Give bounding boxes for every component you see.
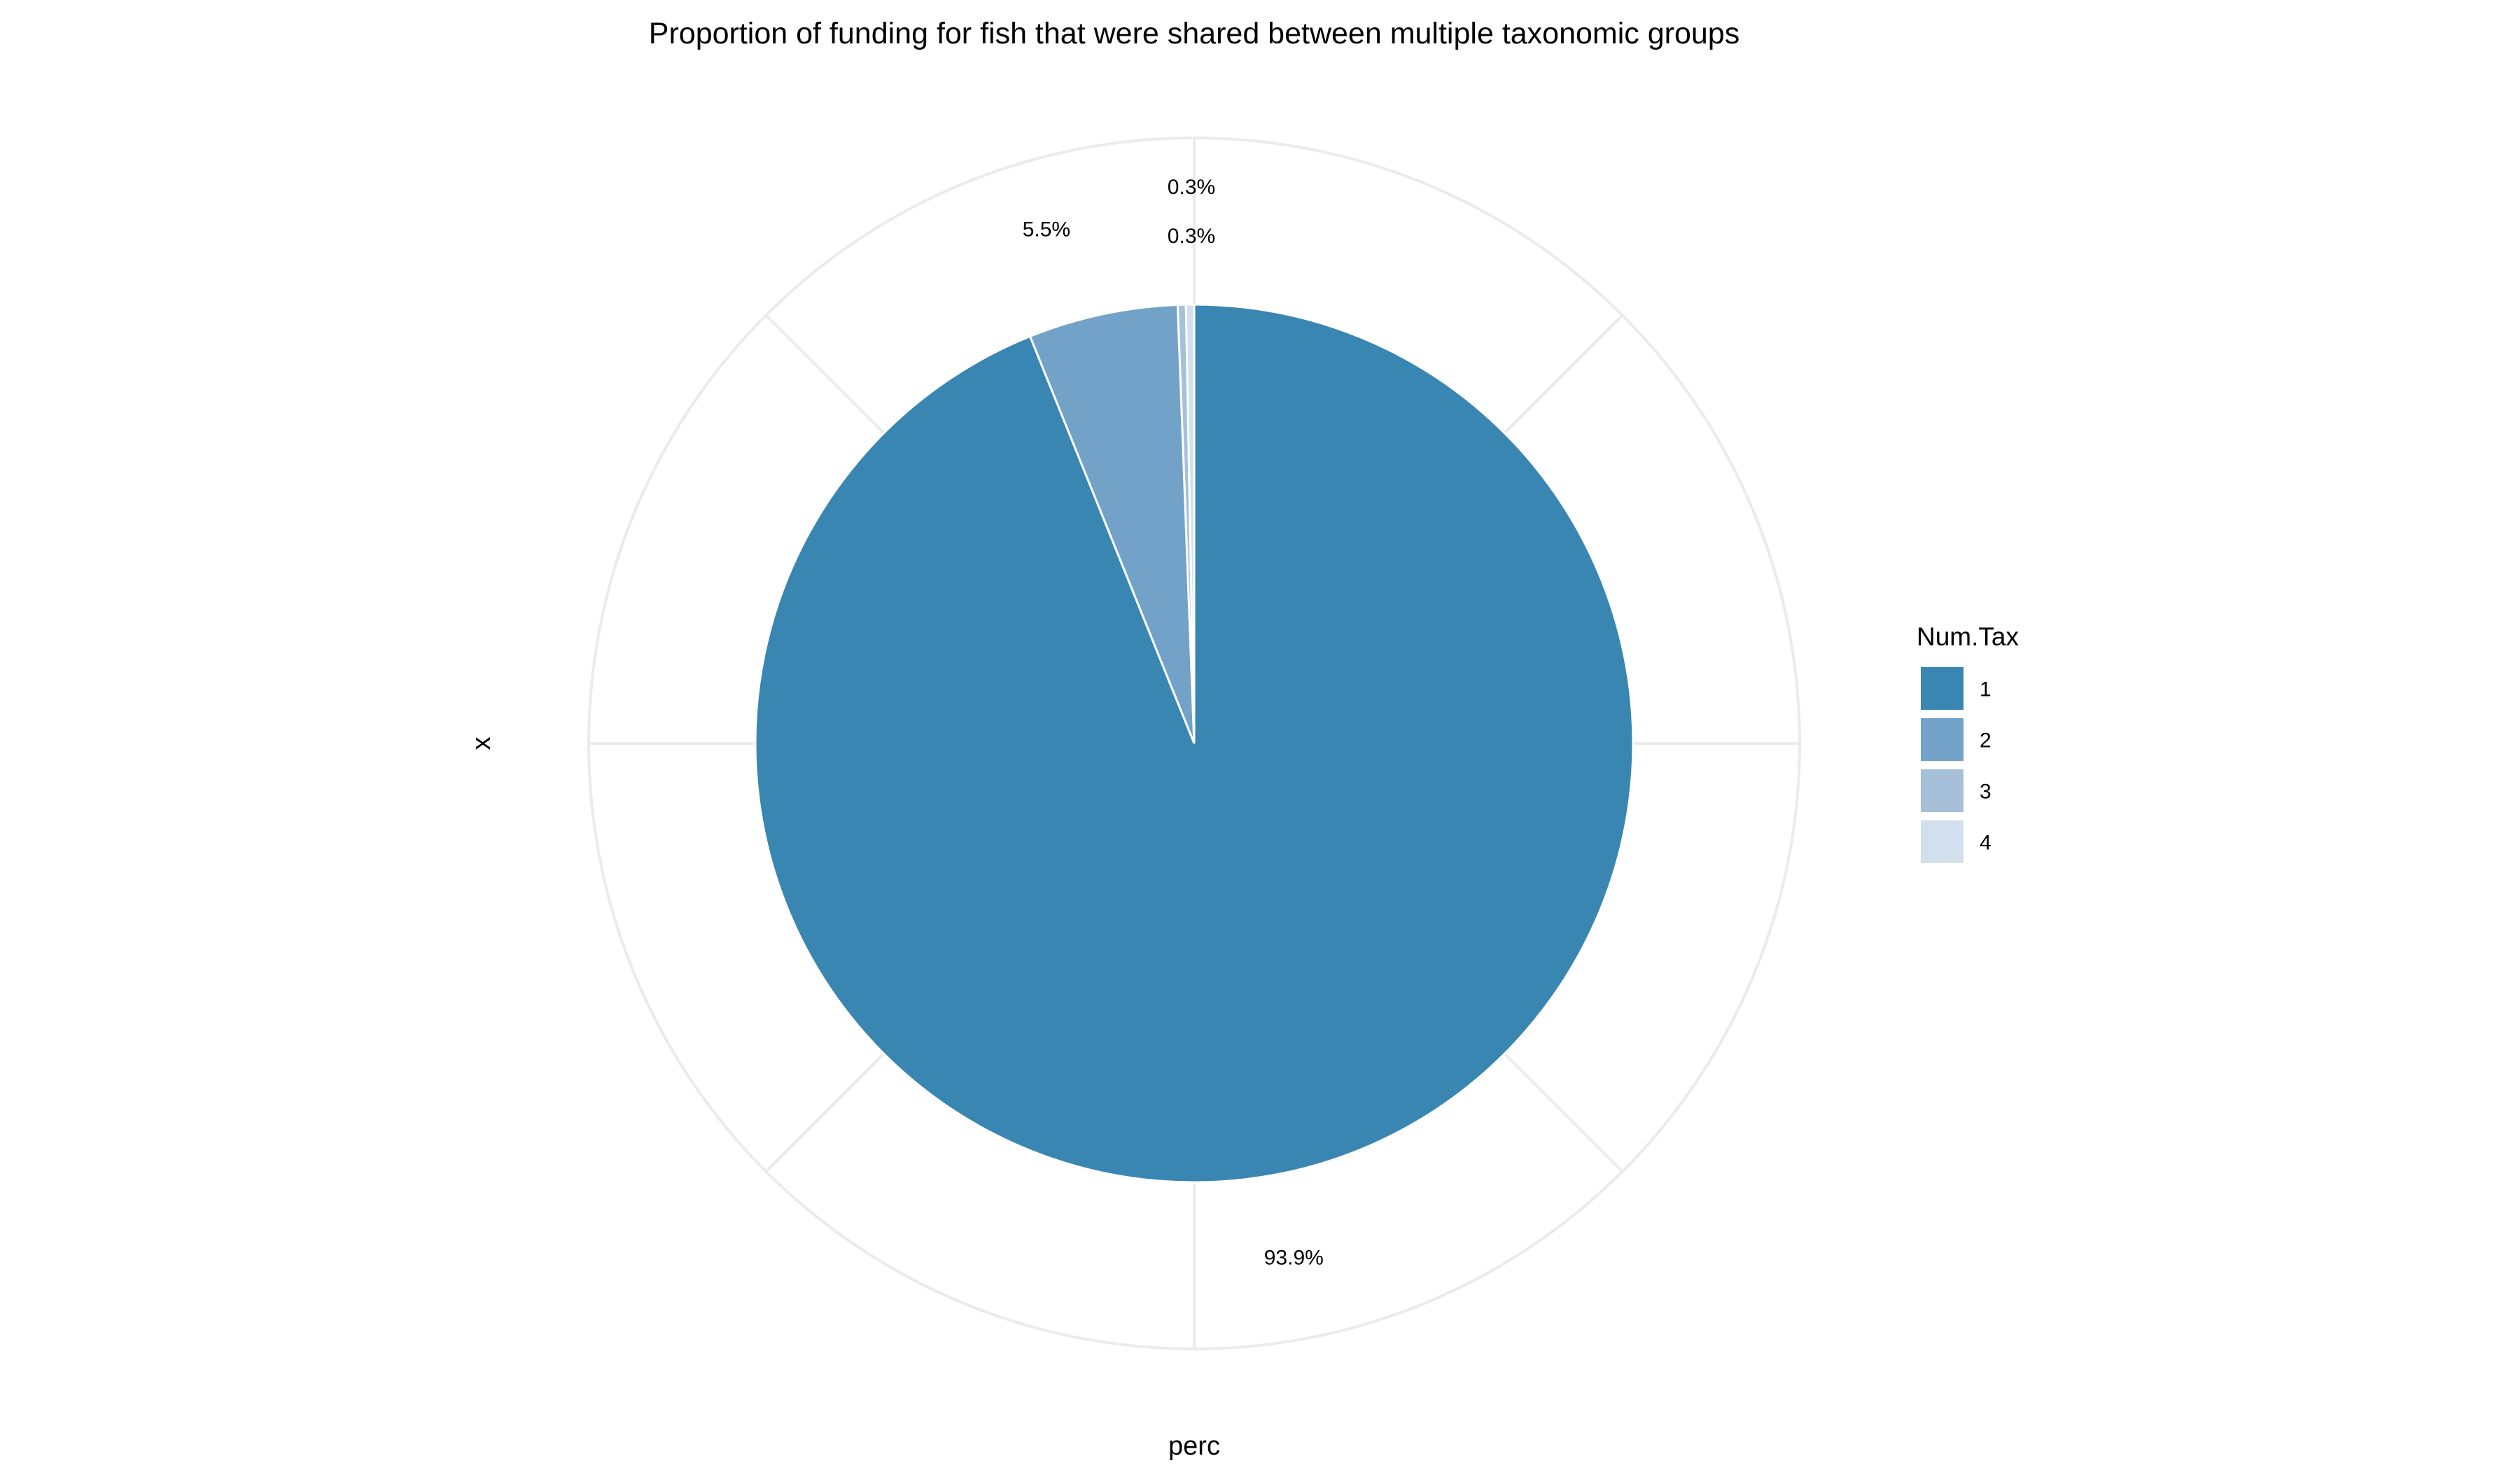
legend-swatch-4 xyxy=(1921,820,1963,863)
data-labels: 93.9% 5.5% 0.3% 0.3% xyxy=(1023,176,1324,1269)
grid-spokes xyxy=(589,138,1800,1349)
data-label-2: 5.5% xyxy=(1023,218,1070,241)
y-axis-title: x xyxy=(467,737,496,750)
legend-swatch-2 xyxy=(1921,718,1963,761)
grid-spoke xyxy=(1503,314,1624,435)
grid-spoke xyxy=(1503,1052,1624,1173)
legend: Num.Tax 1 2 3 4 xyxy=(1917,622,2019,863)
x-axis-title: perc xyxy=(1168,1432,1220,1461)
data-label-1: 93.9% xyxy=(1264,1246,1324,1269)
data-label-3: 0.3% xyxy=(1168,225,1215,248)
pie-slices xyxy=(754,303,1634,1184)
pie-slice-2 xyxy=(1028,303,1196,744)
legend-swatch-3 xyxy=(1921,769,1963,812)
legend-label-1: 1 xyxy=(1980,678,1991,701)
pie-slice-4 xyxy=(1184,303,1196,744)
legend-label-2: 2 xyxy=(1980,729,1991,752)
grid-spoke xyxy=(764,314,886,435)
legend-title: Num.Tax xyxy=(1917,622,2019,651)
legend-items: 1 2 3 4 xyxy=(1921,667,1991,863)
chart-title: Proportion of funding for fish that were… xyxy=(649,17,1740,50)
legend-label-3: 3 xyxy=(1980,780,1991,804)
grid-spoke xyxy=(764,1052,886,1173)
data-label-4: 0.3% xyxy=(1168,176,1215,199)
legend-swatch-1 xyxy=(1921,667,1963,710)
polar-grid xyxy=(587,136,1801,1350)
legend-label-4: 4 xyxy=(1980,832,1991,855)
